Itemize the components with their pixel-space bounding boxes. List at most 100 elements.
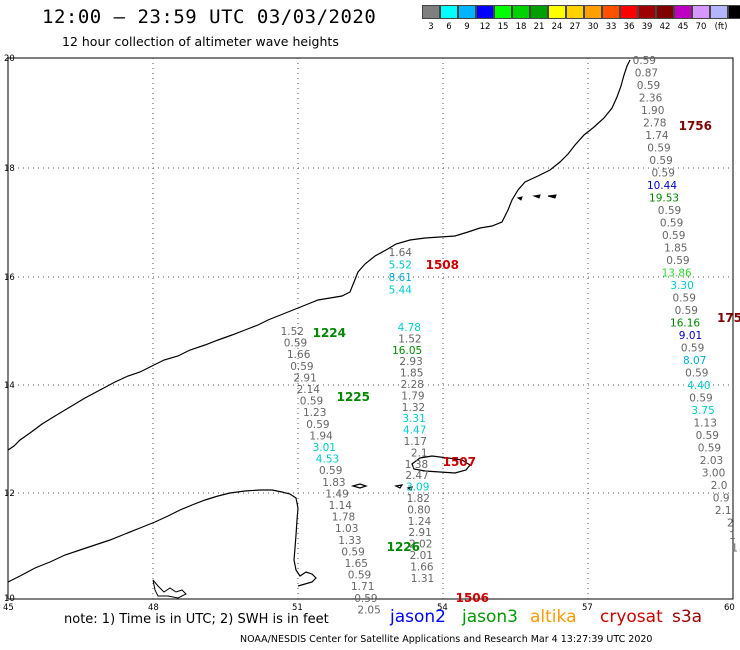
swh-value: 1.85: [664, 243, 687, 255]
swh-value: 13.86: [662, 268, 692, 280]
map-title: 12:00 – 23:59 UTC 03/03/2020: [42, 6, 377, 28]
y-tick-label: 12: [4, 489, 15, 499]
swh-value: 0.59: [633, 55, 656, 67]
swh-value: 3.31: [402, 413, 425, 425]
track-time-label: 1224: [313, 326, 346, 340]
swh-value: 8.61: [389, 272, 412, 284]
legend-swatch: [476, 5, 494, 19]
swh-value: 0.59: [348, 570, 371, 582]
map-frame: [7, 57, 734, 600]
africa-coast-detail: [152, 579, 187, 599]
track-time-label: 1756: [679, 119, 712, 133]
swh-value: 0.59: [637, 80, 660, 92]
swh-value: 1: [731, 543, 738, 555]
swh-value: 4.40: [687, 380, 710, 392]
swh-value: 4.47: [403, 425, 426, 437]
legend-label: 21: [533, 22, 545, 32]
legend-swatch: [710, 5, 728, 19]
legend-swatch: [674, 5, 692, 19]
y-tick-label: 18: [4, 164, 15, 174]
swh-value: 5.52: [389, 260, 412, 272]
swh-value: 5.44: [389, 285, 413, 297]
kuria-islands: [516, 194, 557, 201]
legend-swatch: [512, 5, 530, 19]
swh-value: 8.07: [683, 355, 706, 367]
swh-value: 0.80: [407, 504, 430, 516]
swh-value: 4.53: [316, 454, 339, 466]
legend-label: 45: [677, 22, 689, 32]
swh-value: 2.14: [297, 384, 321, 396]
swh-value: 1.23: [303, 407, 326, 419]
legend-label: 12: [479, 22, 491, 32]
socotra-island: [411, 455, 471, 474]
legend-label: 9: [464, 22, 470, 32]
swh-value: 0.59: [658, 205, 681, 217]
swh-value: 1.90: [641, 105, 664, 117]
legend-swatch: [548, 5, 566, 19]
satellite-label: jason2: [390, 607, 446, 627]
legend-swatch: [602, 5, 620, 19]
swh-value: 0.59: [662, 230, 685, 242]
legend-label: 15: [497, 22, 509, 32]
x-tick-label: 60: [724, 603, 735, 613]
swh-value: 19.53: [649, 193, 679, 205]
legend-label: 42: [659, 22, 671, 32]
track-time-label: 1507: [443, 455, 476, 469]
x-tick-label: 48: [148, 603, 159, 613]
swh-value: 0.59: [666, 255, 689, 267]
satellite-label: altika: [530, 607, 577, 627]
y-tick-label: 14: [4, 381, 15, 391]
swh-value: 3.75: [691, 405, 714, 417]
y-tick-label: 10: [4, 594, 15, 604]
map-subtitle: 12 hour collection of altimeter wave hei…: [62, 34, 339, 49]
swh-value: 2.1: [715, 505, 732, 517]
swh-value: 0.59: [306, 419, 329, 431]
swh-value: 16.16: [670, 318, 700, 330]
x-tick-label: 45: [3, 603, 14, 613]
swh-value: 3.01: [313, 442, 336, 454]
swh-value: 0.59: [354, 593, 377, 605]
swh-value: 0.59: [673, 293, 696, 305]
swh-value: 1.94: [309, 430, 333, 442]
swh-value: 1.31: [411, 573, 434, 585]
satellite-label: cryosat: [600, 607, 663, 627]
satellite-label: jason3: [462, 607, 518, 627]
y-tick-label: 16: [4, 273, 15, 283]
swh-value: 1.66: [410, 561, 434, 573]
legend-swatch: [566, 5, 584, 19]
legend-swatch: [656, 5, 674, 19]
swh-value: 1.32: [402, 402, 425, 414]
swh-value: 1.52: [281, 326, 304, 338]
swh-value: 1.24: [408, 516, 432, 528]
swh-value: 0.59: [698, 443, 721, 455]
coastline-africa: [7, 489, 317, 587]
legend-swatch: [440, 5, 458, 19]
legend-swatch: [422, 5, 440, 19]
legend-label: 70: [695, 22, 707, 32]
legend-swatch: [458, 5, 476, 19]
swh-value: 1.83: [322, 477, 345, 489]
swh-value: 0.59: [652, 168, 675, 180]
legend-label: 3: [428, 22, 434, 32]
swh-value: 1.17: [404, 436, 427, 448]
swh-value: 0.59: [319, 465, 342, 477]
legend-label: 30: [587, 22, 599, 32]
swh-value: 1.14: [329, 500, 353, 512]
swh-value: 4.78: [398, 322, 421, 334]
track-time-label: 175: [717, 311, 740, 325]
swh-value: 9.01: [679, 330, 702, 342]
swh-value: 1.85: [400, 368, 423, 380]
swh-value: 1: [729, 530, 736, 542]
swh-value: 0.59: [290, 361, 313, 373]
color-legend: [422, 5, 740, 19]
swh-value: 0.59: [284, 338, 307, 350]
legend-label: (ft): [714, 22, 728, 32]
legend-swatch: [638, 5, 656, 19]
swh-value: 2.01: [410, 550, 433, 562]
swh-value: 1.79: [401, 390, 424, 402]
legend-swatch: [494, 5, 512, 19]
legend-label: 39: [641, 22, 653, 32]
x-tick-label: 57: [582, 603, 593, 613]
swh-value: 0.59: [689, 393, 712, 405]
